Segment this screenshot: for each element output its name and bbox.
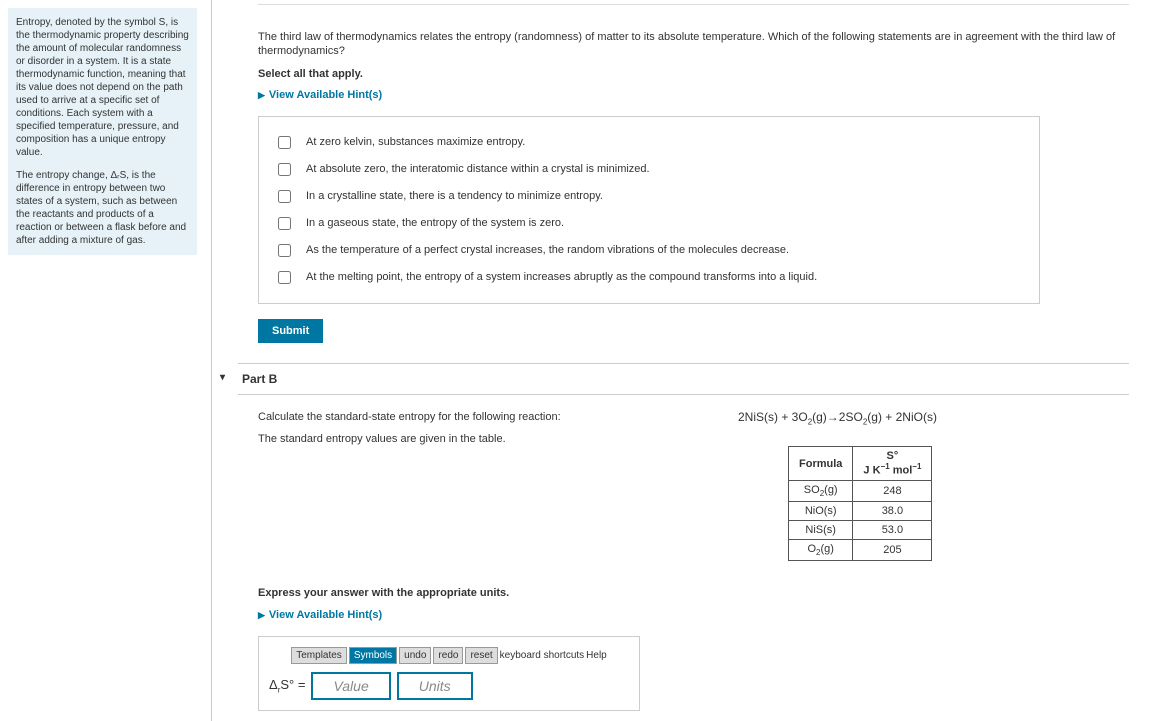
value-input[interactable]: Value <box>311 672 390 700</box>
vertical-divider <box>211 0 212 721</box>
express-instruction: Express your answer with the appropriate… <box>258 586 1129 600</box>
option-checkbox-3[interactable] <box>278 217 291 230</box>
answer-label: ΔrS° = <box>269 677 305 695</box>
option-row[interactable]: As the temperature of a perfect crystal … <box>274 237 1024 264</box>
option-row[interactable]: At absolute zero, the interatomic distan… <box>274 156 1024 183</box>
kbd-shortcuts-button[interactable]: keyboard shortcuts <box>500 650 585 661</box>
select-instruction: Select all that apply. <box>258 67 1129 81</box>
entropy-change-def: The entropy change, ΔᵣS, is the differen… <box>16 169 189 247</box>
symbols-button[interactable]: Symbols <box>349 647 397 664</box>
table-header-formula: Formula <box>789 447 853 481</box>
reaction-equation: 2NiS(s) + 3O2(g)→2SO2(g) + 2NiO(s) <box>738 410 1129 426</box>
option-label: At absolute zero, the interatomic distan… <box>306 163 650 175</box>
table-row: SO2(g)248 <box>789 480 932 501</box>
help-button[interactable]: Help <box>586 650 607 661</box>
option-checkbox-4[interactable] <box>278 244 291 257</box>
info-box: Entropy, denoted by the symbol S, is the… <box>8 8 197 255</box>
part-b-tablenote: The standard entropy values are given in… <box>258 432 698 446</box>
option-row[interactable]: In a gaseous state, the entropy of the s… <box>274 210 1024 237</box>
table-row: O2(g)205 <box>789 540 932 561</box>
view-hints-link-b[interactable]: View Available Hint(s) <box>258 609 1129 621</box>
question-prompt: The third law of thermodynamics relates … <box>258 30 1129 59</box>
sidebar: Entropy, denoted by the symbol S, is the… <box>0 0 205 721</box>
view-hints-link[interactable]: View Available Hint(s) <box>258 89 1129 101</box>
table-row: NiO(s)38.0 <box>789 502 932 521</box>
templates-button[interactable]: Templates <box>291 647 347 664</box>
part-b-header[interactable]: Part B <box>238 363 1129 395</box>
answer-toolbar: Templates Symbols undo redo reset keyboa… <box>269 647 629 664</box>
answer-box: Templates Symbols undo redo reset keyboa… <box>258 636 640 711</box>
table-header-entropy: S°J K−1 mol−1 <box>853 447 932 481</box>
entropy-def: Entropy, denoted by the symbol S, is the… <box>16 16 189 159</box>
option-label: In a crystalline state, there is a tende… <box>306 190 603 202</box>
reset-button[interactable]: reset <box>465 647 497 664</box>
option-row[interactable]: At zero kelvin, substances maximize entr… <box>274 129 1024 156</box>
redo-button[interactable]: redo <box>433 647 463 664</box>
entropy-table: Formula S°J K−1 mol−1 SO2(g)248 NiO(s)38… <box>788 446 932 561</box>
option-checkbox-5[interactable] <box>278 271 291 284</box>
option-row[interactable]: At the melting point, the entropy of a s… <box>274 264 1024 291</box>
table-row: NiS(s)53.0 <box>789 521 932 540</box>
main-content: The third law of thermodynamics relates … <box>218 0 1149 721</box>
option-checkbox-1[interactable] <box>278 163 291 176</box>
option-row[interactable]: In a crystalline state, there is a tende… <box>274 183 1024 210</box>
option-label: As the temperature of a perfect crystal … <box>306 244 789 256</box>
undo-button[interactable]: undo <box>399 647 431 664</box>
option-label: At zero kelvin, substances maximize entr… <box>306 136 525 148</box>
submit-button[interactable]: Submit <box>258 319 323 343</box>
option-checkbox-0[interactable] <box>278 136 291 149</box>
option-label: In a gaseous state, the entropy of the s… <box>306 217 564 229</box>
option-label: At the melting point, the entropy of a s… <box>306 271 817 283</box>
options-box: At zero kelvin, substances maximize entr… <box>258 116 1040 304</box>
units-input[interactable]: Units <box>397 672 473 700</box>
option-checkbox-2[interactable] <box>278 190 291 203</box>
part-b-prompt: Calculate the standard-state entropy for… <box>258 410 698 424</box>
